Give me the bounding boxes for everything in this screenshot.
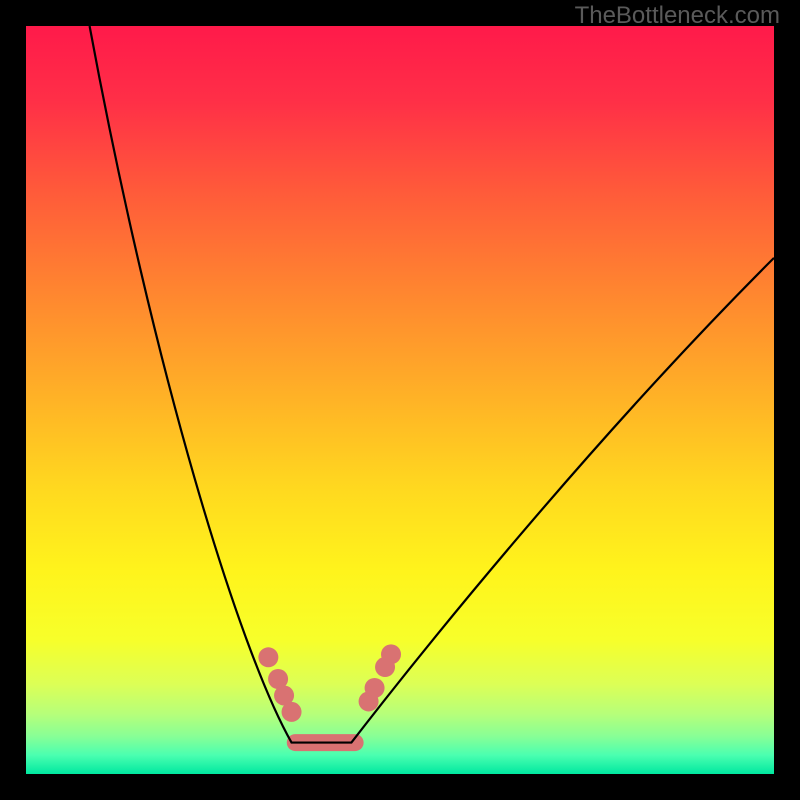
bottleneck-curve bbox=[26, 26, 774, 774]
curve-marker bbox=[381, 644, 401, 664]
plot-area bbox=[26, 26, 774, 774]
watermark-text: TheBottleneck.com bbox=[575, 2, 780, 30]
curve-marker bbox=[282, 702, 302, 722]
marker-layer bbox=[258, 644, 401, 742]
curve-marker bbox=[365, 678, 385, 698]
curve-marker bbox=[258, 647, 278, 667]
v-curve-path bbox=[90, 26, 774, 743]
